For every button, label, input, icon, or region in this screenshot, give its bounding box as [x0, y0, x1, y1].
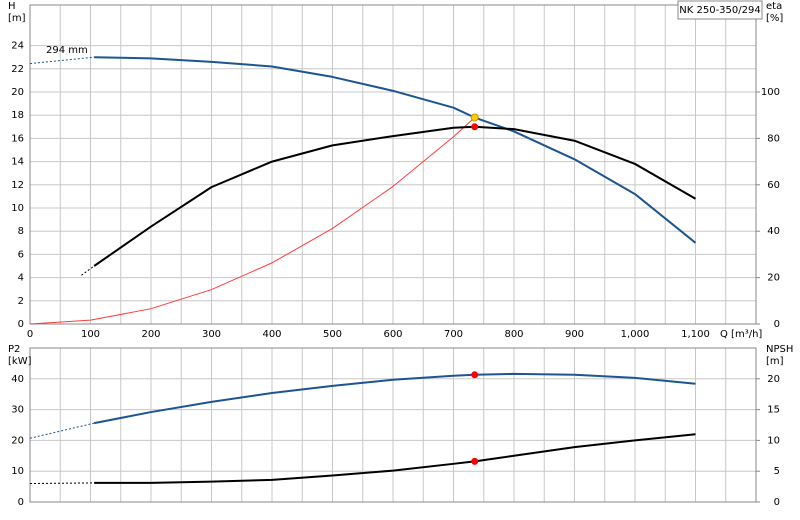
y-tick-label: 6	[18, 249, 24, 260]
y-tick-label: 10	[11, 466, 24, 477]
y2-axis-label: eta	[766, 1, 782, 12]
curve-annotation: 294 mm	[46, 45, 88, 56]
y2-tick-label: 10	[767, 435, 780, 446]
y-tick-label: 0	[18, 497, 24, 508]
duty-point	[471, 371, 479, 379]
x-tick-label: 700	[444, 329, 463, 340]
y2-tick-label: 40	[767, 226, 780, 237]
y2-tick-label: 80	[767, 133, 780, 144]
curve	[29, 56, 95, 65]
curve	[29, 117, 476, 325]
curve	[29, 422, 95, 439]
y-tick-label: 14	[11, 157, 24, 168]
y2-tick-label: 60	[767, 180, 780, 191]
y2-tick-label: 15	[767, 405, 780, 416]
x-tick-label: 100	[81, 329, 100, 340]
x-tick-label: 1,000	[621, 329, 650, 340]
y-tick-label: 12	[11, 180, 24, 191]
y-tick-label: 20	[11, 87, 24, 98]
y2-axis-unit: [%]	[766, 13, 783, 24]
y-tick-label: 30	[11, 405, 24, 416]
y-tick-label: 40	[11, 374, 24, 385]
y2-axis-label: NPSH	[766, 344, 793, 355]
y2-tick-label: 20	[767, 273, 780, 284]
y-tick-label: 8	[18, 226, 24, 237]
y2-axis-unit: [m]	[766, 356, 784, 367]
title-box	[677, 0, 763, 20]
duty-point	[471, 457, 479, 465]
x-tick-label: 500	[323, 329, 342, 340]
y-axis-unit: [m]	[8, 13, 26, 24]
y-tick-label: 10	[11, 203, 24, 214]
x-tick-label: 800	[504, 329, 523, 340]
y2-tick-label: 0	[774, 497, 780, 508]
y-axis-label: H	[8, 1, 16, 12]
y-tick-label: 18	[11, 110, 24, 121]
x-tick-label: 1,100	[681, 329, 710, 340]
y2-tick-label: 100	[761, 87, 780, 98]
y-axis-label: P2	[8, 344, 20, 355]
curve	[93, 372, 696, 425]
y-axis-unit: [kW]	[8, 356, 32, 367]
y-tick-label: 2	[18, 296, 24, 307]
x-tick-label: 600	[383, 329, 402, 340]
x-tick-label: 300	[202, 329, 221, 340]
curve	[94, 56, 697, 244]
x-tick-label: 200	[141, 329, 160, 340]
chart-title: NK 250-350/294	[679, 5, 760, 16]
y-tick-label: 4	[18, 273, 24, 284]
y-tick-label: 0	[18, 319, 24, 330]
y-tick-label: 22	[11, 64, 24, 75]
y2-tick-label: 0	[774, 319, 780, 330]
x-tick-label: 400	[262, 329, 281, 340]
duty-point	[471, 123, 479, 131]
y2-tick-label: 20	[767, 374, 780, 385]
y-tick-label: 20	[11, 435, 24, 446]
y-tick-label: 16	[11, 133, 24, 144]
curve	[29, 482, 95, 485]
x-axis-label: Q [m³/h]	[720, 329, 762, 340]
y2-tick-label: 5	[774, 466, 780, 477]
plot-frame	[29, 347, 757, 503]
x-tick-label: 0	[27, 329, 33, 340]
x-tick-label: 900	[565, 329, 584, 340]
curve	[93, 125, 696, 267]
y-tick-label: 24	[11, 41, 24, 52]
plot-frame	[29, 4, 757, 325]
curve	[81, 265, 95, 276]
duty-point	[470, 113, 479, 122]
curve	[94, 433, 696, 484]
